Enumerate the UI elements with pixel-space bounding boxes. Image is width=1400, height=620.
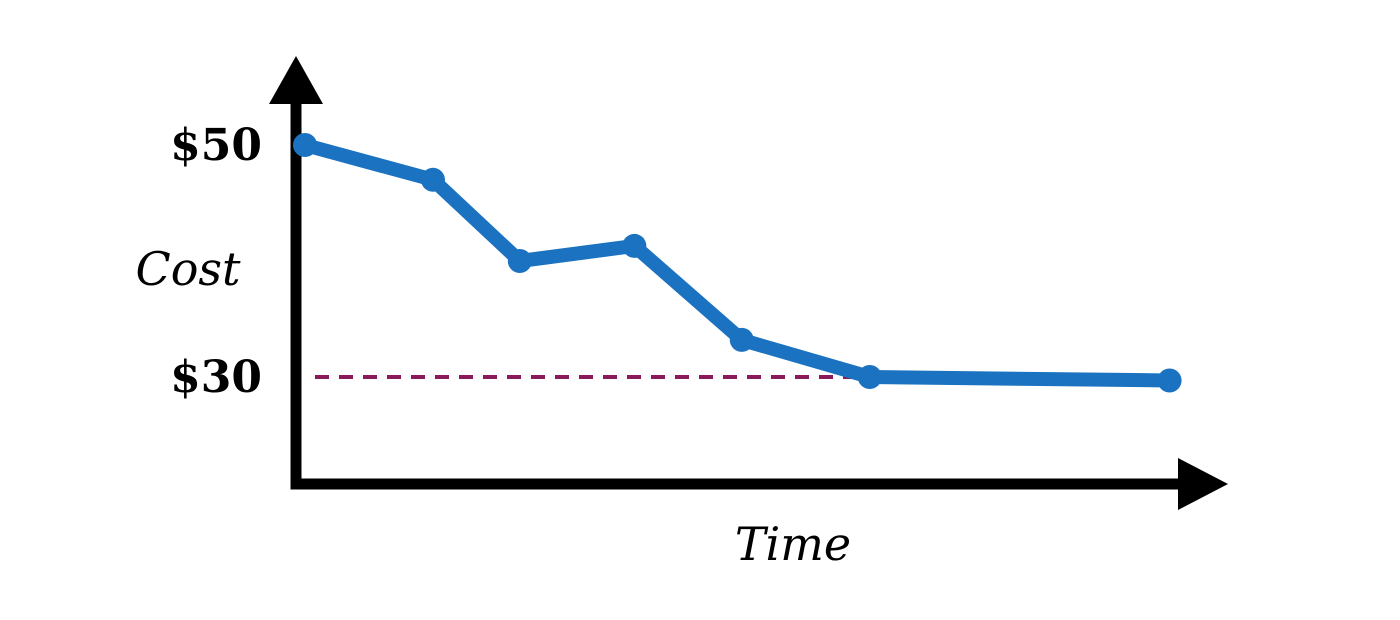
y-axis-arrow-icon — [269, 56, 323, 104]
data-point — [622, 233, 647, 258]
series-layer — [293, 133, 1182, 393]
tick-label-layer: $50 $30 — [170, 120, 262, 403]
data-point — [857, 365, 882, 389]
data-point — [293, 133, 317, 157]
y-tick-label: $30 — [170, 352, 262, 403]
data-point — [729, 327, 754, 352]
data-point — [507, 249, 532, 273]
y-axis-title: Cost — [136, 242, 241, 296]
axes — [269, 56, 1228, 510]
y-tick-label: $50 — [170, 120, 262, 171]
data-point — [1157, 368, 1182, 393]
x-axis-title: Time — [735, 517, 851, 571]
x-axis-arrow-icon — [1178, 458, 1228, 510]
data-point — [420, 167, 445, 192]
